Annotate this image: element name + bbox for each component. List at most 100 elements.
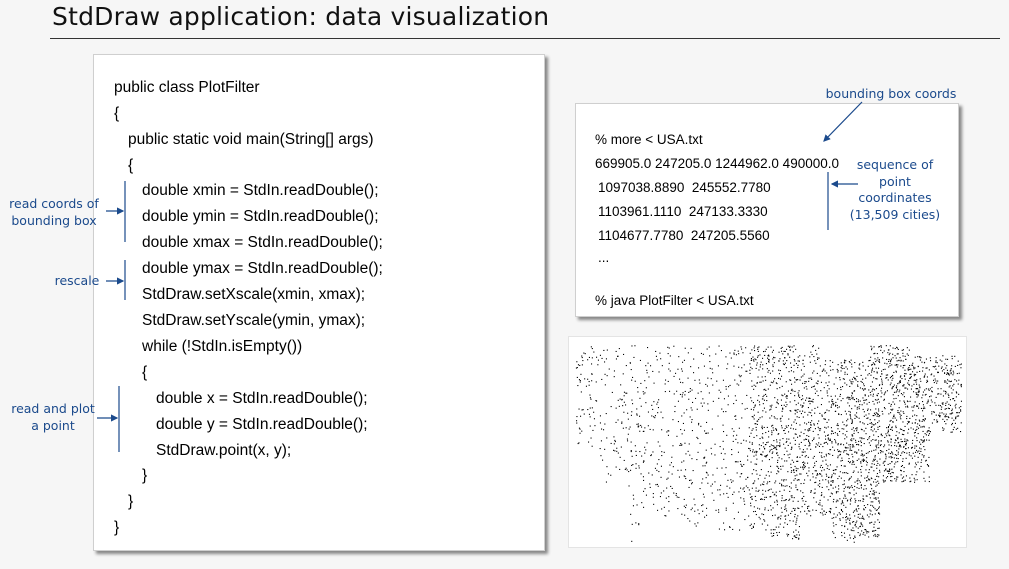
- city-point: [817, 395, 819, 397]
- city-point: [896, 454, 898, 456]
- city-point: [833, 449, 835, 451]
- city-point: [888, 366, 890, 368]
- city-point: [928, 434, 930, 436]
- city-point: [870, 483, 872, 485]
- city-point: [765, 456, 767, 458]
- city-point: [621, 421, 623, 423]
- city-point: [778, 360, 780, 362]
- city-point: [899, 416, 901, 418]
- city-point: [753, 451, 755, 453]
- city-point: [890, 361, 892, 363]
- city-point: [861, 459, 863, 461]
- city-point: [907, 432, 909, 434]
- city-point: [873, 493, 875, 495]
- city-point: [890, 382, 892, 384]
- city-point: [876, 415, 878, 417]
- city-point: [867, 409, 869, 411]
- city-point: [760, 445, 762, 447]
- city-point: [898, 441, 900, 443]
- city-point: [785, 518, 787, 520]
- city-point: [953, 372, 955, 374]
- city-point: [950, 387, 952, 389]
- city-point: [898, 432, 900, 434]
- city-point: [931, 390, 933, 392]
- city-point: [797, 392, 799, 394]
- city-point: [755, 452, 757, 454]
- city-point: [820, 464, 822, 466]
- city-point: [636, 413, 638, 415]
- city-point: [753, 418, 755, 420]
- city-point: [854, 451, 856, 453]
- city-point: [860, 522, 862, 524]
- city-point: [846, 447, 848, 449]
- city-point: [836, 368, 838, 370]
- city-point: [904, 440, 906, 442]
- city-point: [848, 458, 850, 460]
- city-point: [896, 387, 898, 389]
- city-point: [845, 472, 847, 474]
- city-point: [599, 354, 601, 356]
- city-point: [775, 428, 777, 430]
- city-point: [920, 443, 922, 445]
- city-point: [613, 376, 615, 378]
- city-point: [738, 427, 740, 429]
- city-point: [870, 504, 872, 506]
- city-point: [905, 443, 907, 445]
- city-point: [834, 439, 836, 441]
- city-point: [869, 513, 871, 515]
- city-point: [668, 362, 670, 364]
- city-point: [859, 404, 861, 406]
- city-point: [786, 460, 788, 462]
- city-point: [809, 403, 811, 405]
- city-point: [779, 370, 781, 372]
- city-point: [903, 471, 905, 473]
- city-point: [619, 468, 621, 470]
- city-point: [824, 426, 826, 428]
- city-point: [705, 462, 707, 464]
- city-point: [870, 422, 872, 424]
- city-point: [776, 453, 778, 455]
- city-point: [924, 449, 926, 451]
- city-point: [757, 490, 759, 492]
- city-point: [845, 513, 847, 515]
- city-point: [903, 445, 905, 447]
- city-point: [737, 451, 739, 453]
- city-point: [829, 510, 831, 512]
- city-point: [745, 485, 747, 487]
- city-point: [936, 362, 938, 364]
- city-point: [697, 451, 699, 453]
- city-point: [824, 442, 826, 444]
- city-point: [597, 359, 599, 361]
- city-point: [840, 503, 842, 505]
- city-point: [630, 414, 632, 416]
- city-point: [794, 400, 796, 402]
- city-point: [784, 499, 786, 501]
- city-point: [831, 398, 833, 400]
- city-point: [786, 523, 788, 525]
- city-point: [850, 529, 852, 531]
- city-point: [656, 463, 658, 465]
- city-point: [920, 465, 922, 467]
- city-point: [640, 382, 642, 384]
- city-point: [799, 424, 801, 426]
- city-point: [917, 423, 919, 425]
- city-point: [882, 413, 884, 415]
- city-point: [654, 467, 656, 469]
- city-point: [712, 474, 714, 476]
- city-point: [938, 365, 940, 367]
- city-point: [848, 492, 850, 494]
- city-point: [869, 497, 871, 499]
- city-point: [933, 411, 935, 413]
- city-point: [914, 422, 916, 424]
- city-point: [842, 511, 844, 513]
- city-point: [812, 386, 814, 388]
- city-point: [884, 480, 886, 482]
- city-point: [803, 365, 805, 367]
- city-point: [960, 400, 962, 402]
- city-point: [794, 475, 796, 477]
- java-command: % java PlotFilter < USA.txt: [595, 293, 754, 308]
- city-point: [836, 388, 838, 390]
- city-point: [925, 358, 927, 360]
- city-point: [867, 417, 869, 419]
- city-point: [851, 419, 853, 421]
